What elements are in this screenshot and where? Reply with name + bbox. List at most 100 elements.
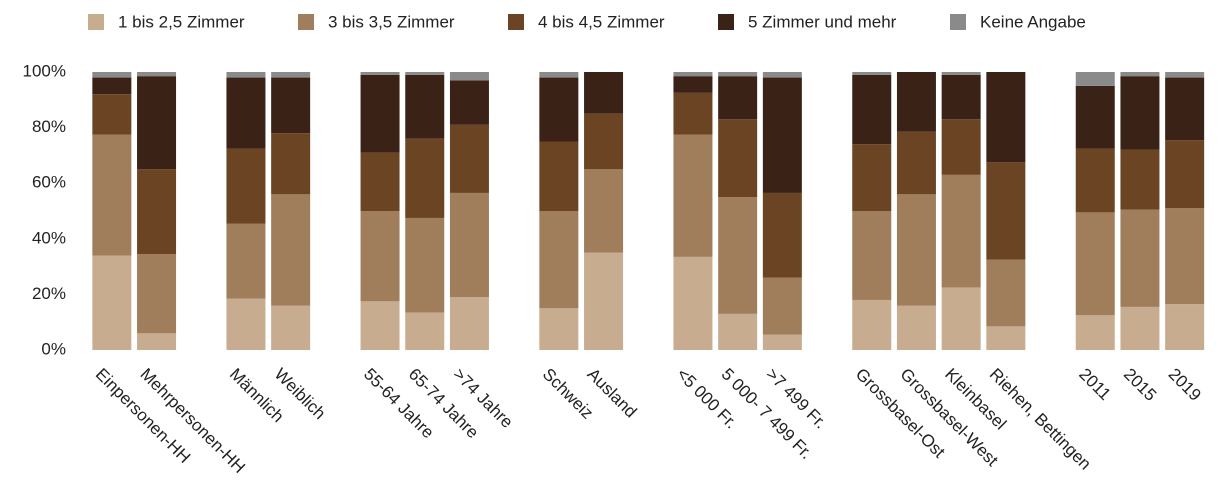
bar-segment [271, 77, 311, 134]
bar-segment [405, 138, 445, 218]
bar-segment [1120, 72, 1160, 77]
bar-segment [539, 308, 579, 350]
legend-swatch [298, 14, 314, 30]
bar-segment [584, 169, 624, 253]
bar-segment [92, 94, 132, 135]
bar-segment [852, 72, 892, 75]
bar-segment [673, 92, 713, 135]
bar-segment [137, 333, 177, 350]
bar-segment [584, 72, 624, 114]
y-tick-label: 60% [32, 173, 66, 192]
bar-segment [1075, 72, 1115, 86]
bar-segment [1120, 149, 1160, 210]
bar-segment [584, 113, 624, 170]
legend-label: 5 Zimmer und mehr [748, 12, 897, 31]
bar-segment [762, 77, 802, 193]
y-tick-label: 80% [32, 117, 66, 136]
bar-segment [1165, 208, 1205, 305]
bar-segment [986, 259, 1026, 327]
bar-segment [1165, 77, 1205, 141]
bar-segment [405, 72, 445, 75]
bar-segment [92, 134, 132, 256]
bar-segment [449, 72, 489, 81]
bar-segment [673, 76, 713, 93]
bar-segment [271, 194, 311, 306]
bar-segment [762, 72, 802, 78]
bar-segment [1165, 72, 1205, 78]
bar-segment [92, 255, 132, 350]
bar-segment [539, 77, 579, 142]
bar-segment [360, 74, 400, 153]
x-tick-label: 2011 [1075, 365, 1114, 404]
y-tick-label: 100% [23, 61, 66, 80]
bar-segment [137, 169, 177, 255]
legend-swatch [950, 14, 966, 30]
bar-segment [1165, 304, 1205, 350]
bar-segment [673, 72, 713, 77]
bar-segment [852, 211, 892, 300]
bar-segment [941, 174, 981, 288]
bar-segment [718, 313, 758, 350]
bar-segment [941, 72, 981, 75]
legend-swatch [718, 14, 734, 30]
legend-label: Keine Angabe [980, 12, 1086, 31]
bar-segment [1165, 140, 1205, 209]
bar-segment [1075, 212, 1115, 316]
bar-segment [226, 72, 266, 78]
bar-segment [852, 144, 892, 211]
bar-segment [226, 223, 266, 299]
bar-segment [986, 326, 1026, 350]
bar-segment [271, 72, 311, 78]
y-tick-label: 20% [32, 284, 66, 303]
bar-segment [449, 80, 489, 125]
bar-segment [271, 305, 311, 350]
bar-segment [718, 197, 758, 314]
bar-segment [137, 76, 177, 170]
bar-segment [1075, 85, 1115, 149]
bar-segment [762, 192, 802, 278]
bar-segment [1120, 76, 1160, 150]
bar-segment [1075, 315, 1115, 350]
bar-segment [137, 72, 177, 77]
legend-swatch [508, 14, 524, 30]
bar-segment [673, 134, 713, 257]
bar-segment [896, 72, 936, 132]
bar-segment [137, 254, 177, 334]
y-tick-label: 40% [32, 228, 66, 247]
bar-segment [896, 131, 936, 195]
bar-segment [539, 72, 579, 78]
bar-segment [896, 305, 936, 350]
bar-segment [226, 148, 266, 224]
legend-label: 1 bis 2,5 Zimmer [118, 12, 245, 31]
bar-segment [986, 162, 1026, 260]
bar-segment [405, 217, 445, 313]
bar-segment [762, 277, 802, 335]
bar-segment [941, 119, 981, 175]
bar-segment [92, 72, 132, 78]
bar-segment [449, 192, 489, 298]
x-tick-label: 2015 [1120, 365, 1160, 405]
legend-label: 4 bis 4,5 Zimmer [538, 12, 665, 31]
bar-segment [986, 72, 1026, 163]
bar-segment [539, 141, 579, 211]
bar-segment [360, 72, 400, 75]
bar-segment [226, 298, 266, 350]
bar-segment [718, 72, 758, 77]
bar-segment [449, 297, 489, 350]
bar-segment [718, 119, 758, 198]
bar-segment [360, 152, 400, 211]
legend-swatch [88, 14, 104, 30]
bar-segment [762, 334, 802, 350]
bar-segment [92, 77, 132, 95]
bar-segment [673, 256, 713, 350]
bar-segment [405, 312, 445, 350]
bar-segment [852, 299, 892, 350]
bar-segment [1075, 148, 1115, 213]
bar-segment [852, 74, 892, 145]
bar-segment [718, 76, 758, 120]
y-tick-label: 0% [41, 339, 66, 358]
x-tick-label: 2019 [1165, 365, 1205, 405]
legend-label: 3 bis 3,5 Zimmer [328, 12, 455, 31]
bar-segment [360, 301, 400, 350]
